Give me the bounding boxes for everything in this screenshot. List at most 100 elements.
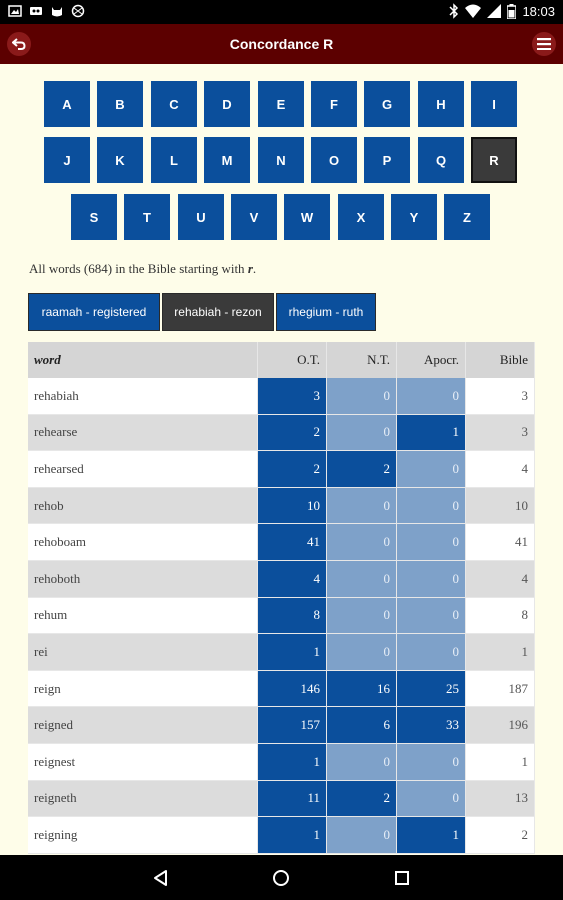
ot-count-cell[interactable]: 2 — [258, 414, 327, 452]
ot-count-cell[interactable]: 8 — [258, 597, 327, 635]
ot-count-cell[interactable]: 146 — [258, 670, 327, 708]
letter-y-button[interactable]: Y — [391, 194, 437, 240]
word-cell[interactable]: rehob — [28, 487, 258, 525]
apocr-count-cell[interactable]: 0 — [397, 780, 466, 818]
ot-count-cell[interactable]: 11 — [258, 780, 327, 818]
letter-m-button[interactable]: M — [204, 137, 250, 183]
letter-z-button[interactable]: Z — [444, 194, 490, 240]
ot-count-cell[interactable]: 41 — [258, 524, 327, 561]
apocr-count-cell[interactable]: 1 — [397, 817, 466, 854]
letter-c-button[interactable]: C — [151, 81, 197, 127]
letter-n-button[interactable]: N — [258, 137, 304, 183]
nt-count-cell[interactable]: 0 — [327, 817, 397, 854]
letter-w-button[interactable]: W — [284, 194, 330, 240]
ot-count-cell[interactable]: 3 — [258, 378, 327, 415]
letter-l-button[interactable]: L — [151, 137, 197, 183]
table-row[interactable]: rehearsed 2 2 0 4 — [28, 451, 535, 488]
nt-count-cell[interactable]: 0 — [327, 597, 397, 635]
apocr-count-cell[interactable]: 33 — [397, 707, 466, 744]
apocr-count-cell[interactable]: 0 — [397, 561, 466, 598]
word-cell[interactable]: rehum — [28, 597, 258, 635]
header-ot[interactable]: O.T. — [258, 342, 327, 378]
nt-count-cell[interactable]: 0 — [327, 634, 397, 671]
header-bible[interactable]: Bible — [466, 342, 535, 378]
word-cell[interactable]: reigneth — [28, 780, 258, 818]
nt-count-cell[interactable]: 0 — [327, 378, 397, 415]
nt-count-cell[interactable]: 6 — [327, 707, 397, 744]
letter-h-button[interactable]: H — [418, 81, 464, 127]
letter-p-button[interactable]: P — [364, 137, 410, 183]
nt-count-cell[interactable]: 2 — [327, 780, 397, 818]
back-button[interactable] — [7, 32, 31, 56]
apocr-count-cell[interactable]: 25 — [397, 670, 466, 708]
letter-e-button[interactable]: E — [258, 81, 304, 127]
letter-x-button[interactable]: X — [338, 194, 384, 240]
word-cell[interactable]: reigning — [28, 817, 258, 854]
letter-t-button[interactable]: T — [124, 194, 170, 240]
nt-count-cell[interactable]: 0 — [327, 744, 397, 781]
apocr-count-cell[interactable]: 0 — [397, 597, 466, 635]
letter-s-button[interactable]: S — [71, 194, 117, 240]
word-cell[interactable]: rehabiah — [28, 378, 258, 415]
word-cell[interactable]: rehoboam — [28, 524, 258, 561]
range-tab-rehabiah-rezon[interactable]: rehabiah - rezon — [162, 293, 274, 331]
apocr-count-cell[interactable]: 0 — [397, 378, 466, 415]
letter-d-button[interactable]: D — [204, 81, 250, 127]
letter-o-button[interactable]: O — [311, 137, 357, 183]
letter-r-button[interactable]: R — [471, 137, 517, 183]
nt-count-cell[interactable]: 16 — [327, 670, 397, 708]
letter-a-button[interactable]: A — [44, 81, 90, 127]
letter-g-button[interactable]: G — [364, 81, 410, 127]
nt-count-cell[interactable]: 2 — [327, 451, 397, 488]
ot-count-cell[interactable]: 1 — [258, 817, 327, 854]
table-row[interactable]: reignest 1 0 0 1 — [28, 744, 535, 781]
range-tab-rhegium-ruth[interactable]: rhegium - ruth — [276, 293, 376, 331]
letter-j-button[interactable]: J — [44, 137, 90, 183]
apocr-count-cell[interactable]: 0 — [397, 744, 466, 781]
letter-v-button[interactable]: V — [231, 194, 277, 240]
apocr-count-cell[interactable]: 0 — [397, 451, 466, 488]
apocr-count-cell[interactable]: 0 — [397, 524, 466, 561]
nav-recents-button[interactable] — [389, 865, 415, 891]
ot-count-cell[interactable]: 1 — [258, 744, 327, 781]
ot-count-cell[interactable]: 157 — [258, 707, 327, 744]
table-row[interactable]: reigneth 11 2 0 13 — [28, 780, 535, 818]
letter-q-button[interactable]: Q — [418, 137, 464, 183]
apocr-count-cell[interactable]: 1 — [397, 414, 466, 452]
word-cell[interactable]: rei — [28, 634, 258, 671]
word-cell[interactable]: reign — [28, 670, 258, 708]
table-row[interactable]: reign 146 16 25 187 — [28, 670, 535, 708]
table-row[interactable]: rehob 10 0 0 10 — [28, 487, 535, 525]
nt-count-cell[interactable]: 0 — [327, 561, 397, 598]
ot-count-cell[interactable]: 2 — [258, 451, 327, 488]
table-row[interactable]: rei 1 0 0 1 — [28, 634, 535, 671]
ot-count-cell[interactable]: 1 — [258, 634, 327, 671]
letter-k-button[interactable]: K — [97, 137, 143, 183]
ot-count-cell[interactable]: 4 — [258, 561, 327, 598]
nt-count-cell[interactable]: 0 — [327, 414, 397, 452]
word-cell[interactable]: reignest — [28, 744, 258, 781]
ot-count-cell[interactable]: 10 — [258, 487, 327, 525]
letter-b-button[interactable]: B — [97, 81, 143, 127]
table-row[interactable]: rehoboam 41 0 0 41 — [28, 524, 535, 561]
range-tab-raamah-registered[interactable]: raamah - registered — [28, 293, 160, 331]
word-cell[interactable]: rehoboth — [28, 561, 258, 598]
table-row[interactable]: rehoboth 4 0 0 4 — [28, 561, 535, 598]
nt-count-cell[interactable]: 0 — [327, 524, 397, 561]
word-cell[interactable]: reigned — [28, 707, 258, 744]
letter-f-button[interactable]: F — [311, 81, 357, 127]
menu-button[interactable] — [532, 32, 556, 56]
header-apocr[interactable]: Apocr. — [397, 342, 466, 378]
header-word[interactable]: word — [28, 342, 258, 378]
table-row[interactable]: reigned 157 6 33 196 — [28, 707, 535, 744]
table-row[interactable]: rehearse 2 0 1 3 — [28, 414, 535, 452]
table-row[interactable]: rehabiah 3 0 0 3 — [28, 378, 535, 415]
word-cell[interactable]: rehearsed — [28, 451, 258, 488]
apocr-count-cell[interactable]: 0 — [397, 487, 466, 525]
letter-i-button[interactable]: I — [471, 81, 517, 127]
apocr-count-cell[interactable]: 0 — [397, 634, 466, 671]
nt-count-cell[interactable]: 0 — [327, 487, 397, 525]
letter-u-button[interactable]: U — [178, 194, 224, 240]
table-row[interactable]: rehum 8 0 0 8 — [28, 597, 535, 635]
word-cell[interactable]: rehearse — [28, 414, 258, 452]
